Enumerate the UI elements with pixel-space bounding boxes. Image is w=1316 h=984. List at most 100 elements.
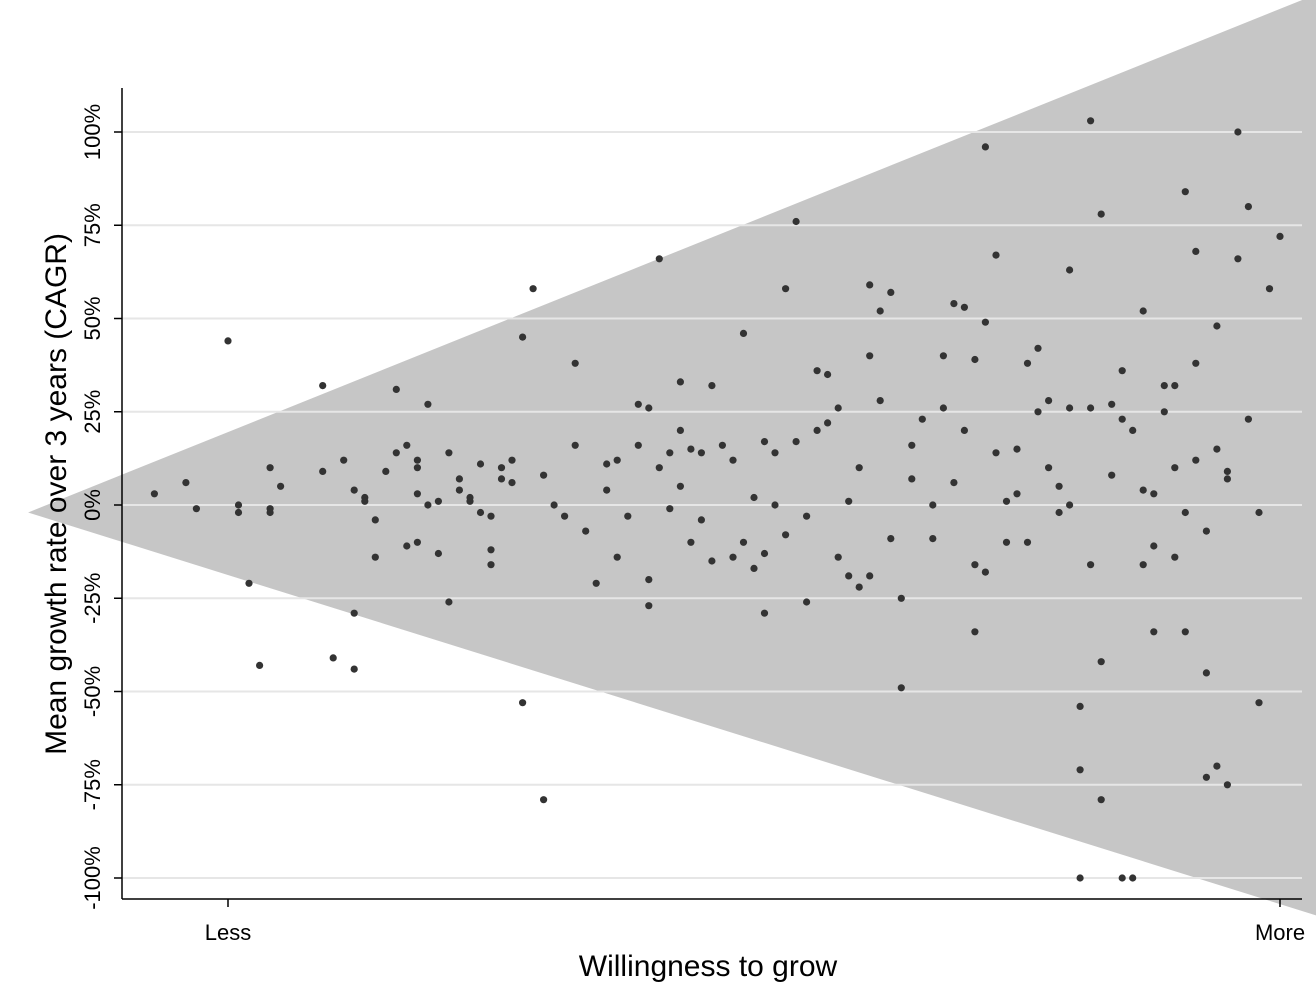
data-point bbox=[445, 598, 453, 606]
data-point bbox=[1213, 322, 1221, 330]
data-point bbox=[739, 538, 748, 546]
data-point bbox=[887, 535, 895, 543]
data-point bbox=[645, 404, 653, 412]
data-point bbox=[918, 415, 926, 423]
x-tick-label: More bbox=[1255, 920, 1305, 945]
data-point bbox=[1076, 874, 1084, 882]
data-point bbox=[1108, 400, 1116, 408]
data-point bbox=[1013, 445, 1021, 453]
data-point bbox=[508, 456, 516, 464]
data-point bbox=[561, 512, 569, 520]
data-point bbox=[1023, 538, 1032, 546]
data-point bbox=[455, 486, 463, 494]
data-point bbox=[1150, 490, 1158, 498]
data-point bbox=[1202, 773, 1210, 781]
data-point bbox=[1118, 367, 1126, 375]
data-point bbox=[676, 378, 685, 386]
x-ticks: Less More bbox=[205, 899, 1305, 945]
gridlines bbox=[122, 131, 1302, 879]
data-point bbox=[697, 516, 706, 524]
data-point bbox=[371, 553, 379, 561]
data-point bbox=[1002, 497, 1011, 505]
data-point bbox=[760, 549, 769, 558]
data-point bbox=[413, 456, 421, 464]
data-point bbox=[981, 568, 990, 576]
x-axis-title: Willingness to grow bbox=[579, 950, 838, 983]
data-point bbox=[1055, 508, 1063, 517]
data-point bbox=[519, 699, 527, 707]
data-point bbox=[729, 553, 737, 561]
data-point bbox=[1108, 471, 1116, 479]
data-point bbox=[413, 464, 421, 472]
data-point bbox=[1223, 475, 1231, 483]
axes bbox=[121, 88, 1302, 900]
y-tick-label: 50% bbox=[80, 296, 105, 340]
data-point bbox=[824, 419, 832, 427]
data-point bbox=[666, 449, 674, 457]
data-point bbox=[1118, 415, 1126, 423]
data-point bbox=[1202, 669, 1210, 677]
data-point bbox=[760, 438, 769, 446]
data-point bbox=[550, 501, 558, 509]
data-point bbox=[487, 546, 495, 554]
data-point bbox=[497, 475, 506, 483]
data-point bbox=[887, 288, 895, 296]
data-point bbox=[1223, 467, 1231, 475]
data-point bbox=[981, 318, 990, 326]
data-point bbox=[413, 538, 421, 546]
data-point bbox=[939, 352, 948, 360]
data-point bbox=[687, 445, 695, 453]
data-point bbox=[392, 385, 400, 393]
data-point bbox=[1055, 482, 1063, 490]
data-point bbox=[1150, 542, 1158, 550]
data-point bbox=[876, 307, 884, 315]
data-point bbox=[245, 579, 253, 587]
data-point bbox=[571, 359, 579, 367]
data-point bbox=[1171, 464, 1179, 472]
data-point bbox=[834, 553, 842, 561]
data-point bbox=[950, 479, 958, 487]
data-point bbox=[750, 493, 758, 502]
data-point bbox=[1202, 527, 1210, 535]
data-point bbox=[150, 490, 158, 498]
data-point bbox=[434, 497, 442, 505]
data-point bbox=[971, 628, 979, 636]
data-point bbox=[319, 382, 327, 390]
data-point bbox=[571, 441, 579, 449]
data-point bbox=[519, 333, 527, 341]
data-point bbox=[750, 564, 758, 573]
data-point bbox=[960, 303, 969, 311]
data-point bbox=[718, 441, 727, 449]
data-point bbox=[1234, 128, 1242, 136]
y-tick-label: -25% bbox=[80, 573, 105, 624]
data-point bbox=[1213, 445, 1221, 453]
data-point bbox=[466, 493, 474, 502]
y-tick-label: -75% bbox=[80, 759, 105, 810]
data-point bbox=[497, 464, 506, 472]
y-tick-label: 100% bbox=[80, 104, 105, 160]
data-point bbox=[1034, 344, 1042, 352]
data-point bbox=[1087, 404, 1095, 412]
data-point bbox=[540, 471, 548, 479]
data-point bbox=[1139, 561, 1147, 569]
data-point bbox=[455, 475, 463, 483]
data-point bbox=[760, 609, 769, 617]
data-point bbox=[655, 464, 663, 472]
data-point bbox=[392, 449, 400, 457]
data-point bbox=[403, 542, 411, 550]
data-point bbox=[1223, 781, 1231, 789]
data-point bbox=[1076, 702, 1084, 711]
data-point bbox=[666, 505, 674, 513]
data-point bbox=[424, 400, 432, 408]
data-point bbox=[960, 426, 969, 434]
data-point bbox=[192, 505, 200, 513]
data-point bbox=[1087, 117, 1095, 125]
data-point bbox=[1244, 415, 1252, 423]
data-point bbox=[1171, 382, 1179, 390]
data-point bbox=[1118, 874, 1126, 882]
data-point bbox=[739, 329, 748, 337]
data-point bbox=[645, 602, 653, 610]
data-point bbox=[476, 508, 485, 517]
data-point bbox=[676, 482, 685, 490]
